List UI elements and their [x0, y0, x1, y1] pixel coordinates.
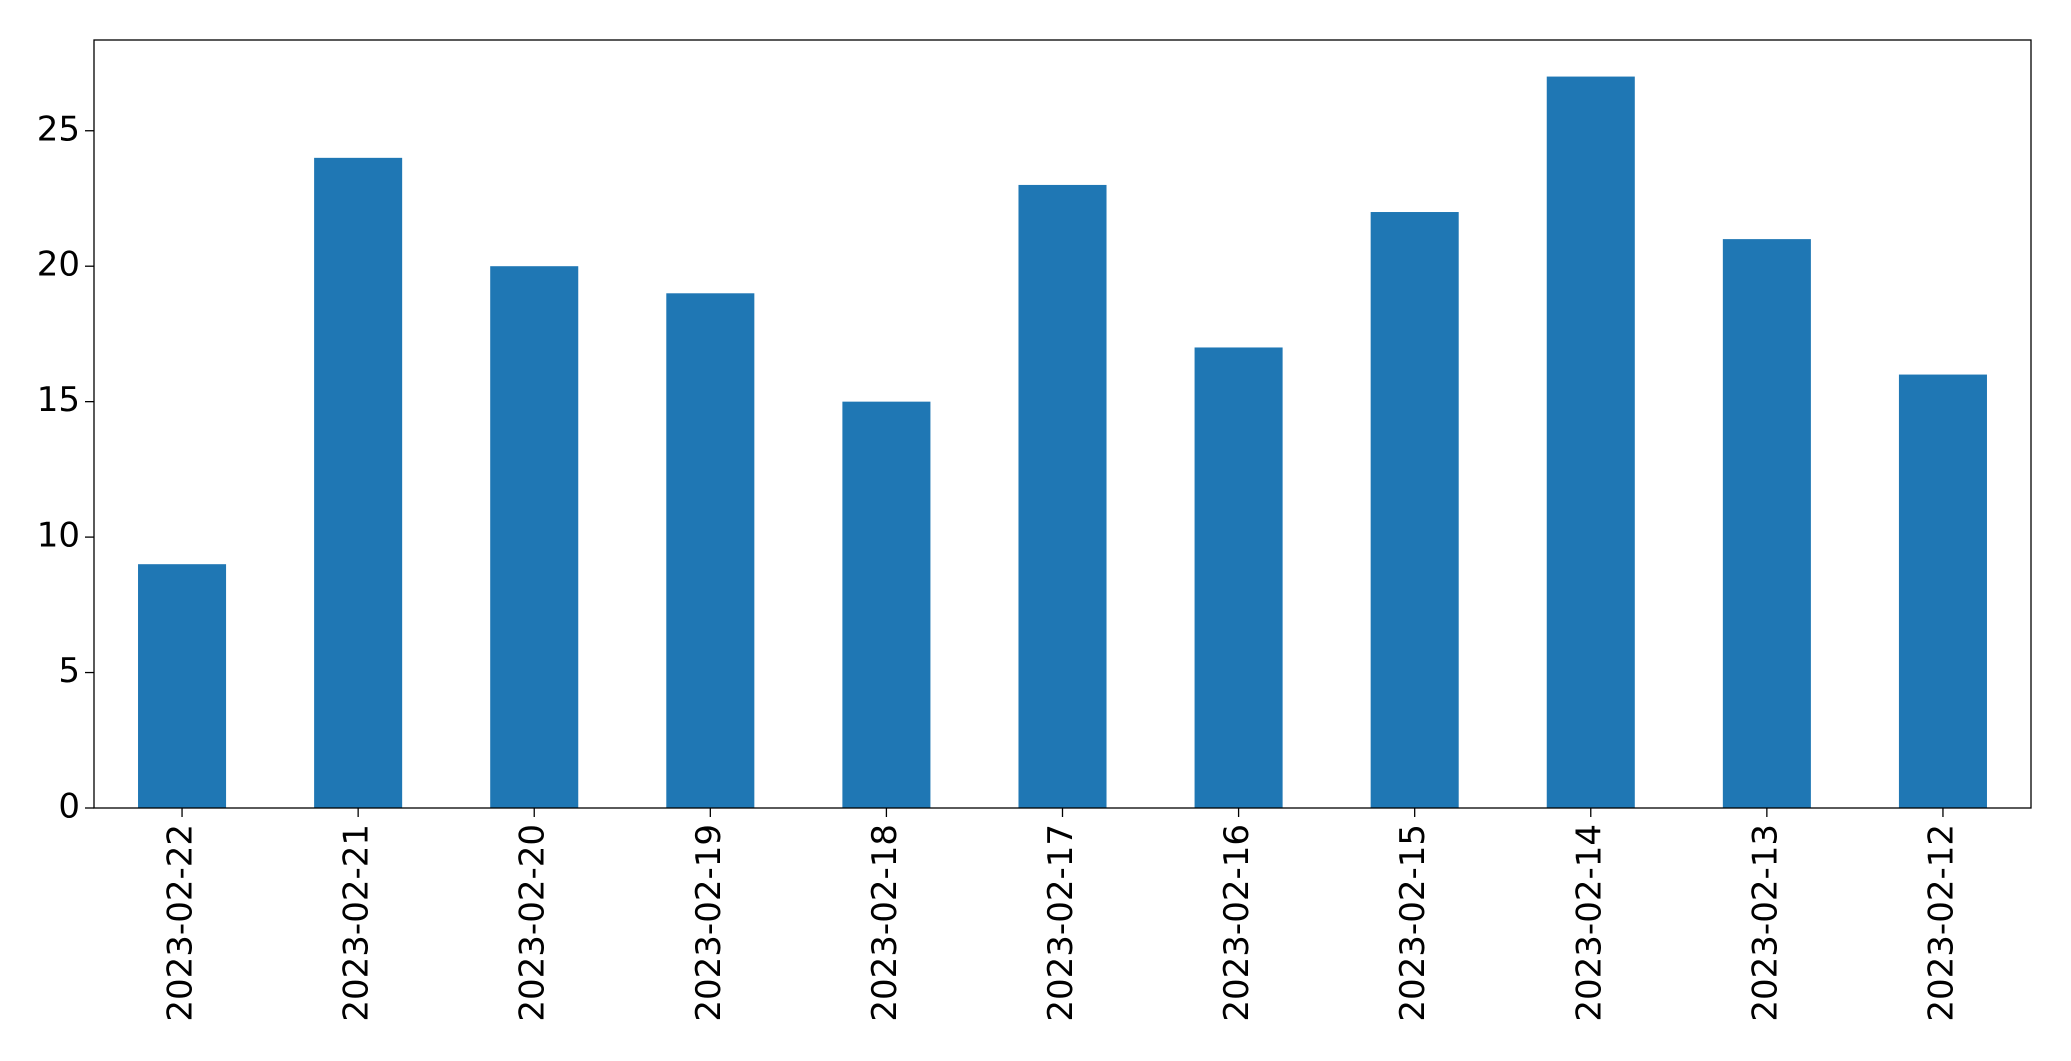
bar	[314, 157, 403, 809]
plot-frame	[93, 39, 2032, 809]
x-tick-label: 2023-02-14	[1569, 824, 1609, 1022]
x-tick-label: 2023-02-15	[1393, 824, 1433, 1022]
x-tick-label: 2023-02-19	[689, 824, 729, 1022]
y-tick-label: 20	[37, 245, 80, 285]
x-tick-label: 2023-02-17	[1041, 824, 1081, 1022]
bar	[1722, 239, 1811, 809]
x-tick-label: 2023-02-12	[1921, 824, 1961, 1022]
bar	[1370, 212, 1459, 808]
x-tick-label: 2023-02-22	[161, 824, 201, 1022]
y-tick-label: 0	[58, 787, 80, 827]
y-tick-label: 10	[37, 516, 80, 556]
bar	[490, 266, 579, 808]
bar	[842, 401, 931, 808]
y-tick-label: 25	[37, 109, 80, 149]
x-tick-label: 2023-02-21	[337, 824, 377, 1022]
x-tick-label: 2023-02-18	[865, 824, 905, 1022]
bar	[666, 293, 755, 808]
bar	[1018, 184, 1107, 808]
bar	[1194, 347, 1283, 808]
y-tick-label: 5	[58, 651, 80, 691]
x-tick-label: 2023-02-16	[1217, 824, 1257, 1022]
bar	[1898, 374, 1987, 808]
bar	[1546, 76, 1635, 809]
bar	[138, 564, 227, 808]
y-tick-label: 15	[37, 380, 80, 420]
x-tick-label: 2023-02-20	[513, 824, 553, 1022]
x-tick-label: 2023-02-13	[1745, 824, 1785, 1022]
